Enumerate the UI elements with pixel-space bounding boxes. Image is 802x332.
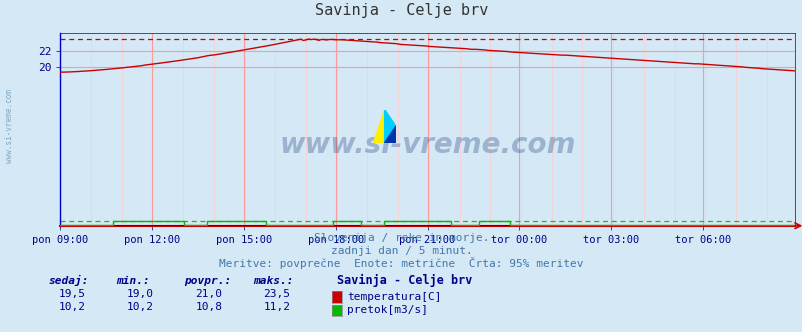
Text: 10,8: 10,8 [195,302,222,312]
Text: Slovenija / reke in morje.: Slovenija / reke in morje. [314,233,488,243]
Text: Savinja - Celje brv: Savinja - Celje brv [314,3,488,18]
Text: pretok[m3/s]: pretok[m3/s] [346,305,427,315]
Text: povpr.:: povpr.: [184,276,232,286]
Polygon shape [373,110,384,143]
Text: Meritve: povprečne  Enote: metrične  Črta: 95% meritev: Meritve: povprečne Enote: metrične Črta:… [219,257,583,269]
Text: 19,0: 19,0 [127,289,154,299]
Text: 10,2: 10,2 [59,302,86,312]
Text: www.si-vreme.com: www.si-vreme.com [5,89,14,163]
Text: 21,0: 21,0 [195,289,222,299]
Text: 19,5: 19,5 [59,289,86,299]
Text: maks.:: maks.: [253,276,293,286]
Polygon shape [384,110,395,143]
Text: 23,5: 23,5 [263,289,290,299]
Text: Savinja - Celje brv: Savinja - Celje brv [337,274,472,287]
Text: zadnji dan / 5 minut.: zadnji dan / 5 minut. [330,246,472,256]
Polygon shape [384,126,395,143]
Text: 10,2: 10,2 [127,302,154,312]
Text: temperatura[C]: temperatura[C] [346,292,441,302]
Text: www.si-vreme.com: www.si-vreme.com [279,131,575,159]
Text: min.:: min.: [116,276,150,286]
Text: 11,2: 11,2 [263,302,290,312]
Text: sedaj:: sedaj: [48,275,88,286]
